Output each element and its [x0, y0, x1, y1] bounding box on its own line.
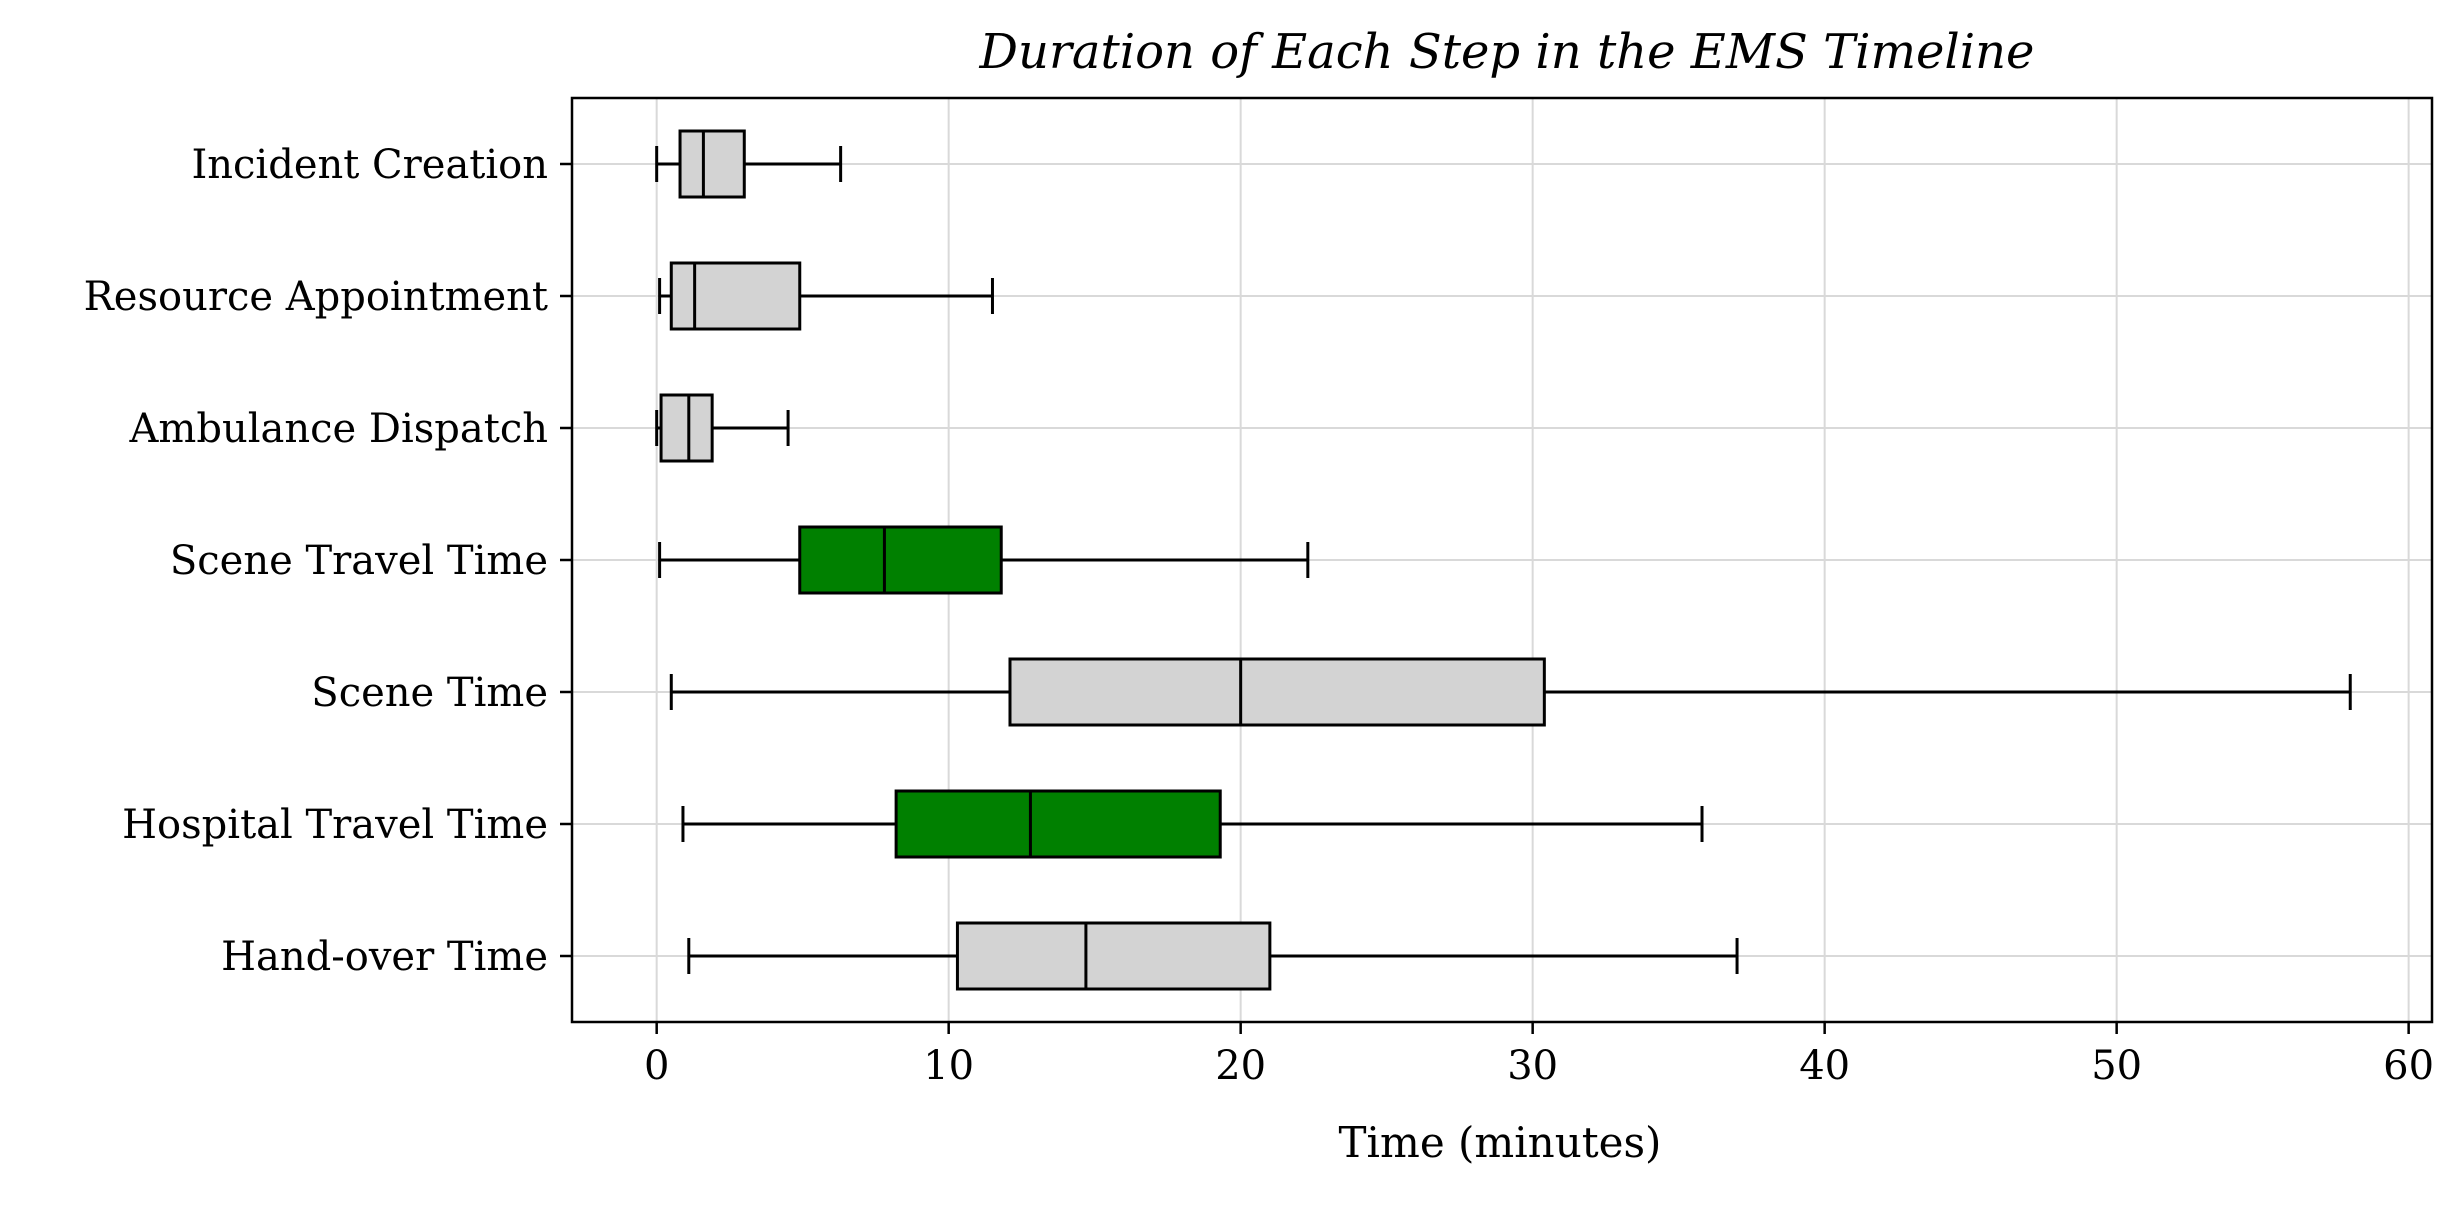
y-tick-label: Scene Time	[311, 670, 548, 716]
x-tick-label: 30	[1507, 1043, 1558, 1089]
y-tick-label: Hand-over Time	[221, 934, 548, 980]
y-tick-label: Scene Travel Time	[170, 538, 548, 584]
iqr-box	[798, 525, 1003, 595]
x-tick-label: 0	[644, 1043, 669, 1089]
box-group	[681, 789, 1704, 859]
axes-layer: 0 10 20 30 40 50 60 Incident Creation Resource A…	[84, 96, 2434, 1089]
box-group	[687, 921, 1739, 991]
iqr-box	[894, 789, 1222, 859]
x-tick-label: 40	[1799, 1043, 1850, 1089]
box-group	[658, 261, 994, 331]
iqr-box	[659, 393, 714, 463]
iqr-box	[678, 129, 746, 199]
box-group	[658, 525, 1310, 595]
y-tick-label: Hospital Travel Time	[122, 802, 548, 848]
boxes-layer	[655, 129, 2352, 991]
x-axis-label: Time (minutes)	[1339, 1118, 1662, 1167]
box-group	[655, 129, 843, 199]
y-tick-label: Incident Creation	[191, 142, 548, 188]
box-group	[669, 657, 2352, 727]
y-tick-label: Resource Appointment	[84, 274, 548, 320]
x-tick-label: 60	[2383, 1043, 2434, 1089]
chart-title: Duration of Each Step in the EMS Timelin…	[979, 24, 2035, 80]
iqr-box	[669, 261, 802, 331]
iqr-box	[1008, 657, 1546, 727]
iqr-box	[955, 921, 1272, 991]
x-tick-label: 10	[923, 1043, 974, 1089]
x-tick-label: 50	[2091, 1043, 2142, 1089]
y-tick-label: Ambulance Dispatch	[129, 406, 548, 452]
x-tick-label: 20	[1215, 1043, 1266, 1089]
box-group	[655, 393, 790, 463]
